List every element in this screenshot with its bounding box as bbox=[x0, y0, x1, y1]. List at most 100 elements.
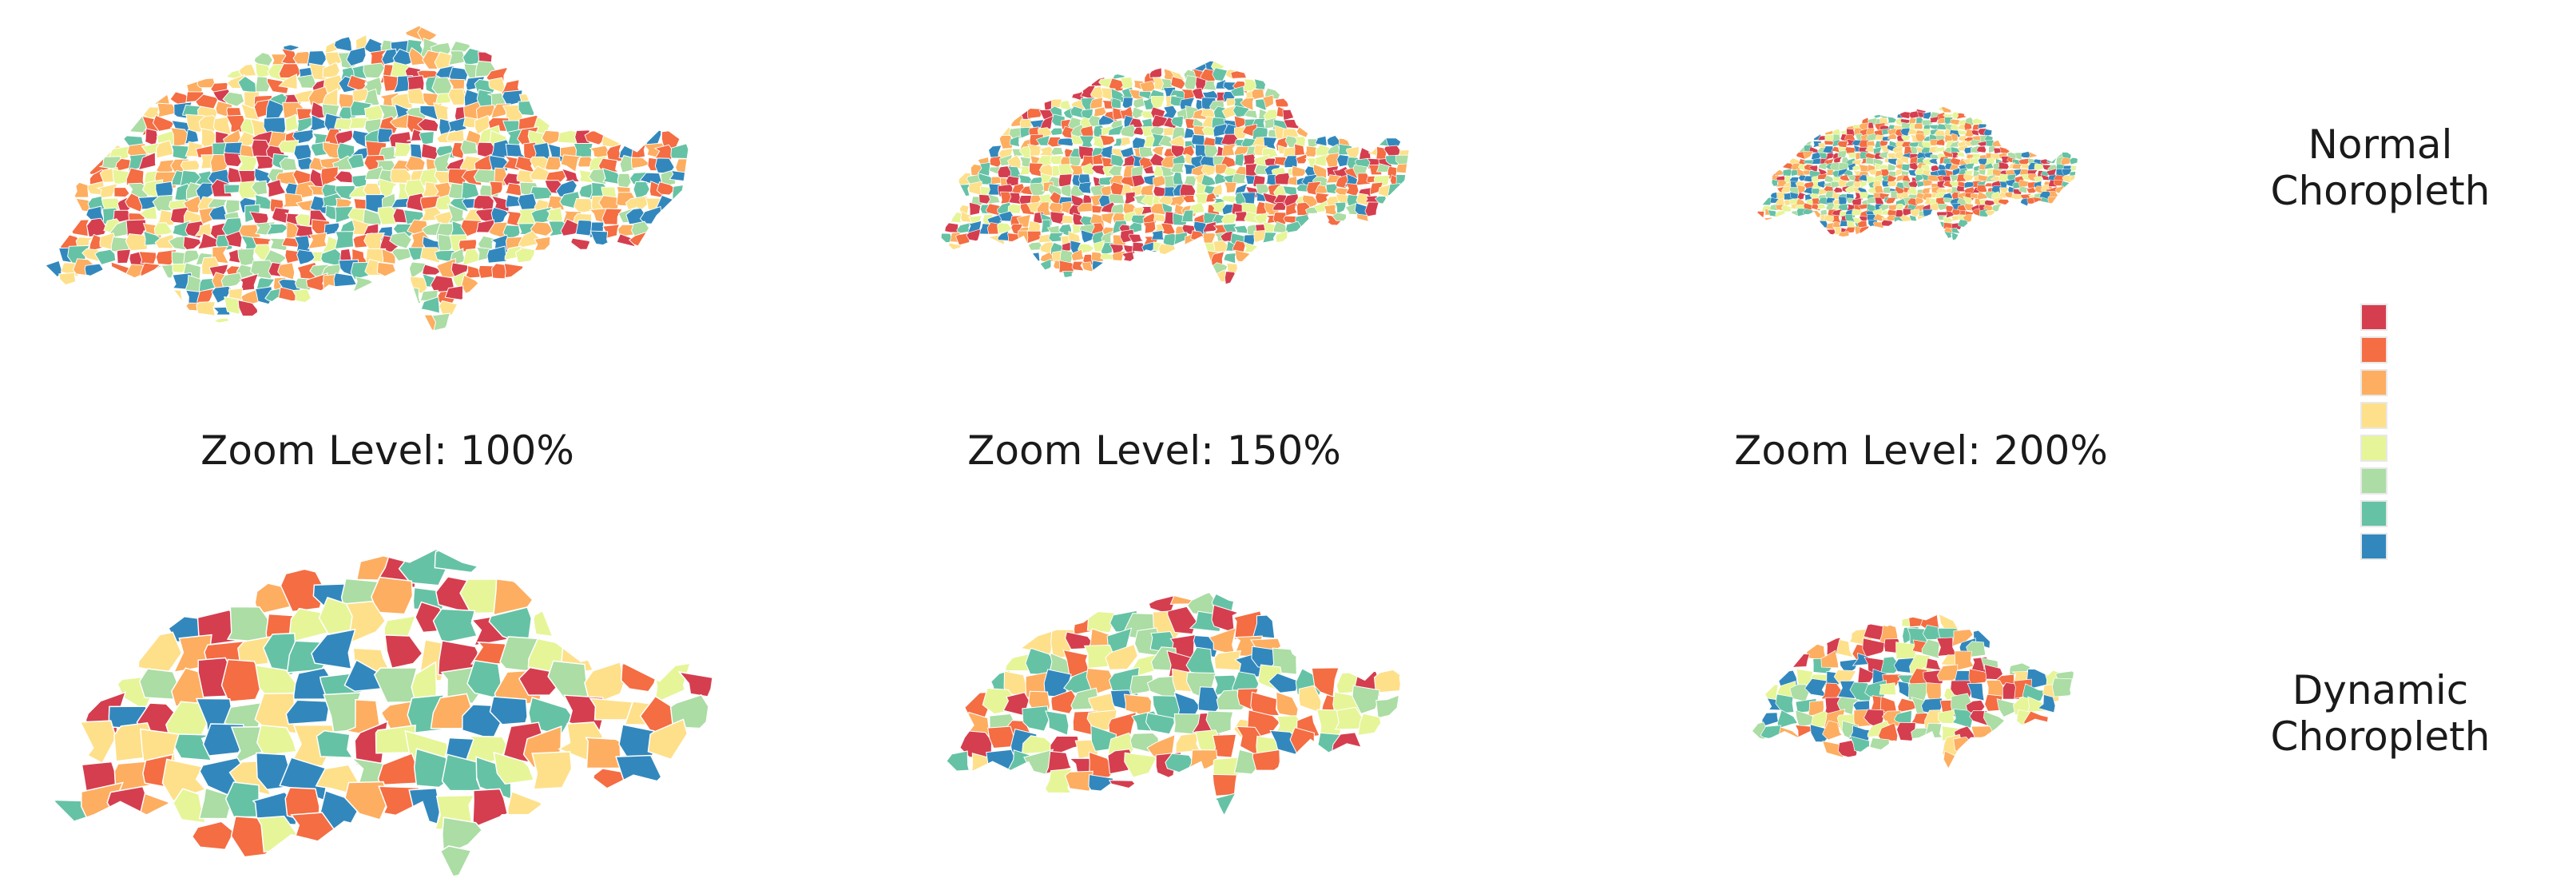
map-region bbox=[1818, 162, 1828, 170]
map-region bbox=[1224, 181, 1237, 193]
map-region bbox=[1090, 251, 1104, 263]
map-region bbox=[544, 156, 562, 171]
map-region bbox=[2026, 187, 2037, 193]
map-region bbox=[1355, 173, 1371, 186]
map-region bbox=[1910, 209, 1920, 217]
map-region bbox=[1775, 210, 1788, 218]
map-region bbox=[1887, 181, 1897, 187]
map-region bbox=[1009, 135, 1021, 148]
map-region bbox=[1019, 118, 1034, 130]
map-region bbox=[363, 62, 386, 79]
map-region bbox=[1791, 653, 1810, 668]
map-region bbox=[352, 276, 375, 292]
map-region bbox=[196, 232, 218, 250]
map-region bbox=[1922, 179, 1933, 187]
map-region bbox=[997, 222, 1013, 234]
map-region bbox=[1859, 181, 1869, 189]
map-region bbox=[1050, 211, 1065, 225]
legend-swatch bbox=[2360, 500, 2387, 527]
map-region bbox=[1091, 205, 1104, 213]
map-region bbox=[1902, 208, 1912, 217]
map-region bbox=[1149, 67, 1162, 78]
map-region bbox=[1375, 163, 1391, 173]
map-region bbox=[407, 193, 426, 212]
map-region bbox=[311, 628, 356, 670]
map-region bbox=[196, 301, 216, 316]
map-region bbox=[1035, 135, 1050, 146]
map-region bbox=[1124, 752, 1157, 778]
map-region bbox=[1824, 228, 1836, 236]
map-region bbox=[672, 184, 689, 202]
map-region bbox=[393, 142, 412, 157]
map-region bbox=[1838, 231, 1849, 240]
map-region bbox=[404, 286, 422, 304]
map-region bbox=[1284, 155, 1298, 169]
map-region bbox=[460, 274, 480, 294]
map-region bbox=[334, 170, 355, 184]
normal-choropleth-map-150 bbox=[935, 56, 1414, 296]
map-region bbox=[183, 236, 202, 251]
map-region bbox=[1346, 146, 1359, 161]
map-region bbox=[1885, 197, 1897, 205]
map-region bbox=[969, 202, 981, 217]
map-region bbox=[1123, 191, 1136, 206]
map-region bbox=[1879, 140, 1889, 147]
map-region bbox=[1345, 183, 1359, 197]
map-region bbox=[1998, 161, 2010, 169]
map-region bbox=[630, 157, 651, 169]
map-region bbox=[1008, 192, 1022, 205]
dynamic-choropleth-map-150 bbox=[943, 587, 1406, 819]
map-region bbox=[1831, 127, 1841, 137]
map-region bbox=[137, 152, 157, 171]
map-region bbox=[1173, 232, 1189, 245]
map-region bbox=[518, 230, 541, 249]
map-region bbox=[448, 50, 466, 66]
map-region bbox=[1776, 709, 1799, 729]
map-region bbox=[968, 181, 982, 196]
map-region bbox=[1071, 260, 1085, 272]
legend-swatch bbox=[2360, 369, 2387, 396]
map-region bbox=[1901, 135, 1911, 142]
map-region bbox=[348, 117, 369, 129]
map-region bbox=[2061, 157, 2073, 165]
row-label-dynamic-choropleth: Dynamic Choropleth bbox=[2221, 667, 2540, 760]
map-region bbox=[1181, 194, 1197, 203]
map-region bbox=[1042, 768, 1073, 793]
map-region bbox=[589, 697, 633, 721]
map-region bbox=[1887, 163, 1896, 172]
map-region bbox=[86, 217, 108, 238]
map-region bbox=[1145, 712, 1175, 735]
map-region bbox=[1275, 230, 1288, 243]
map-region bbox=[1803, 151, 1814, 160]
map-region bbox=[153, 222, 173, 236]
map-region bbox=[1873, 213, 1885, 222]
map-region bbox=[589, 230, 610, 247]
map-region bbox=[1887, 133, 1897, 140]
map-region bbox=[486, 245, 507, 264]
map-region bbox=[1899, 111, 1911, 119]
map-region bbox=[1880, 656, 1902, 674]
map-region bbox=[1303, 145, 1319, 157]
map-region bbox=[1927, 174, 1939, 182]
map-region bbox=[278, 74, 298, 90]
map-region bbox=[1234, 153, 1244, 167]
map-region bbox=[1951, 709, 1975, 729]
map-region bbox=[1890, 190, 1899, 200]
row-label-line: Choropleth bbox=[2270, 713, 2491, 760]
map-region bbox=[1245, 163, 1259, 177]
map-region bbox=[1356, 213, 1370, 226]
map-region bbox=[279, 157, 299, 171]
map-region bbox=[1223, 252, 1237, 264]
map-region bbox=[1022, 705, 1050, 732]
map-region bbox=[335, 129, 354, 146]
map-region bbox=[1334, 201, 1347, 215]
map-region bbox=[1357, 713, 1383, 736]
map-region bbox=[1272, 201, 1287, 211]
map-region bbox=[1923, 124, 1932, 130]
map-region bbox=[1213, 240, 1229, 252]
zoom-level-label: Zoom Level: 200% bbox=[1734, 427, 2108, 474]
map-region bbox=[1111, 97, 1121, 109]
map-region bbox=[1928, 158, 1939, 165]
map-region bbox=[1151, 146, 1165, 157]
map-region bbox=[1060, 215, 1074, 224]
